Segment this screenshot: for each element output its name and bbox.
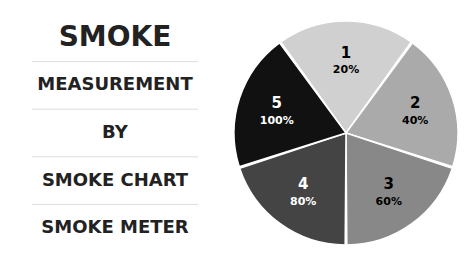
title: BY (102, 121, 129, 142)
slice-annotation: 40% (402, 114, 428, 127)
slice-annotation: 80% (290, 195, 316, 208)
slice-label: 1 (341, 44, 351, 62)
chart: SMOKE MEASUREMENT BY SMOKE CHART SMOKE METER… (0, 0, 474, 266)
title: MEASUREMENT (37, 73, 193, 94)
title-separator (32, 204, 198, 205)
slice-annotation: 20% (333, 63, 359, 76)
pie-slice (234, 43, 346, 167)
slice-labels: 120% 2 40% 3 60% 4 80% 5 100% (260, 44, 429, 208)
title-separator (32, 61, 198, 62)
pie (234, 21, 458, 245)
slice-annotation: 100% (260, 114, 294, 127)
pie-slice (346, 133, 452, 245)
title-panel: SMOKE MEASUREMENT BY SMOKE CHART SMOKE METER (32, 20, 198, 237)
slice-label: 5 (272, 94, 282, 112)
title-separator (32, 109, 198, 110)
title: SMOKE CHART (42, 169, 189, 190)
title: SMOKE (59, 20, 172, 53)
slice-label: 2 (410, 94, 420, 112)
slice-annotation: 60% (376, 195, 402, 208)
slice-label: 3 (384, 175, 394, 193)
title-separator (32, 156, 198, 157)
slice-label: 4 (298, 175, 308, 193)
title: SMOKE METER (41, 216, 188, 237)
